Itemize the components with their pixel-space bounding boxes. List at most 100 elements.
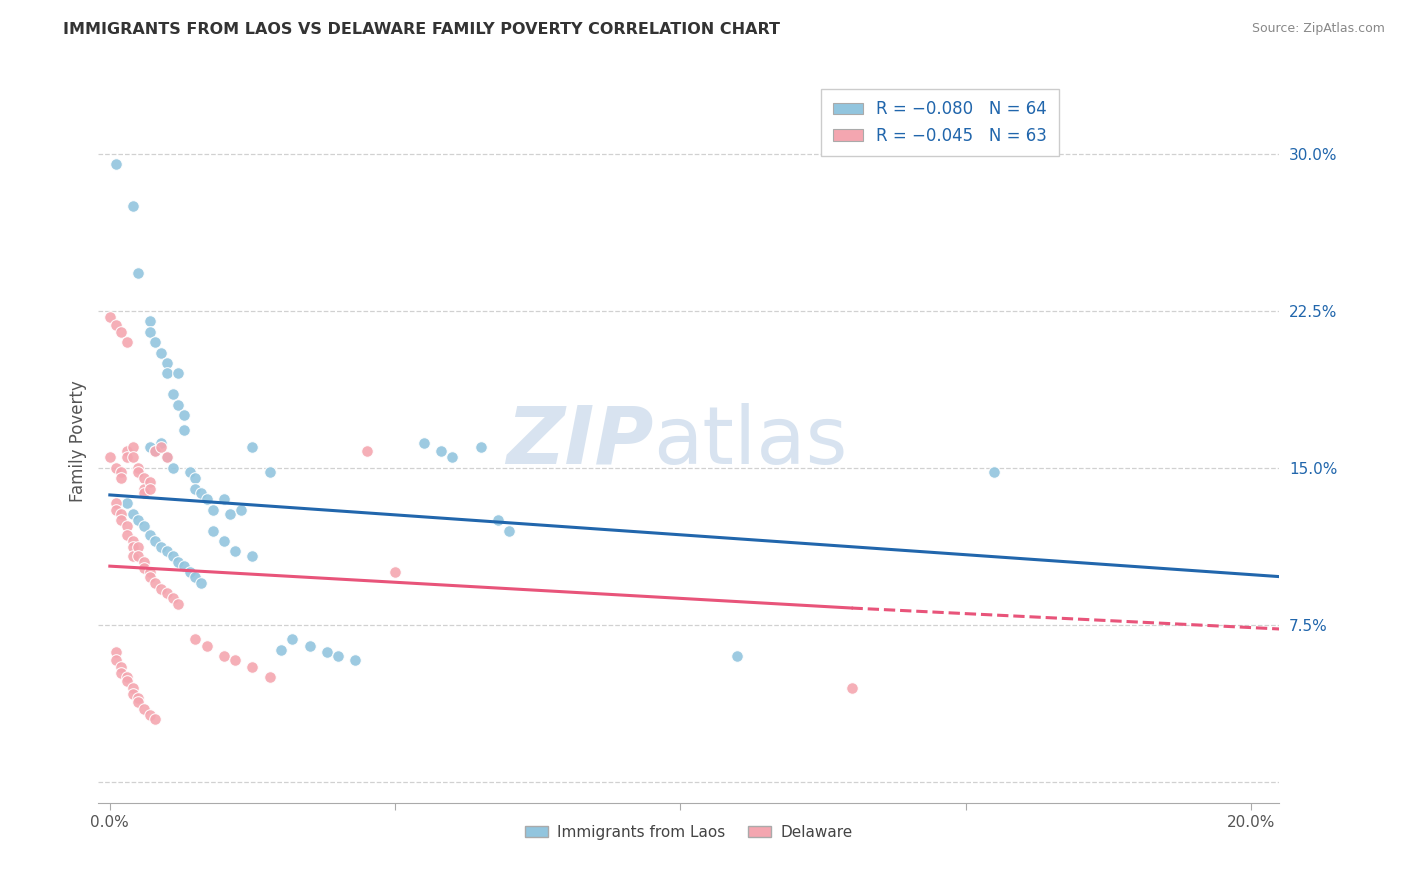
Point (127, 513, 149, 527)
Point (145, 444, 167, 458)
Point (841, 681, 863, 695)
Point (179, 465, 201, 479)
Point (315, 645, 337, 659)
Point (156, 450, 179, 465)
Point (127, 465, 149, 479)
Point (139, 707, 162, 722)
Point (326, 649, 349, 664)
Point (486, 513, 509, 527)
Text: IMMIGRANTS FROM LAOS VS DELAWARE FAMILY POVERTY CORRELATION CHART: IMMIGRANTS FROM LAOS VS DELAWARE FAMILY … (63, 22, 780, 37)
Point (156, 544, 179, 558)
Point (121, 681, 143, 695)
Point (218, 507, 240, 521)
Point (104, 157, 127, 171)
Point (104, 645, 127, 659)
Point (242, 440, 264, 454)
Point (224, 653, 246, 667)
Point (725, 649, 748, 664)
Point (139, 482, 162, 496)
Point (139, 569, 162, 583)
Point (98, 450, 121, 465)
Point (145, 575, 167, 590)
Point (195, 639, 218, 653)
Point (212, 649, 235, 664)
Point (173, 423, 195, 437)
Point (167, 398, 190, 412)
Point (145, 712, 167, 726)
Point (983, 465, 1005, 479)
Point (429, 444, 451, 458)
Point (162, 549, 184, 563)
Point (195, 492, 218, 507)
Point (121, 440, 143, 454)
Point (115, 519, 138, 533)
Point (110, 659, 132, 673)
Point (212, 534, 235, 549)
Point (121, 549, 143, 563)
Point (127, 695, 149, 709)
Point (110, 513, 132, 527)
Point (150, 345, 173, 359)
Point (259, 465, 281, 479)
Point (298, 639, 321, 653)
Point (139, 475, 162, 490)
Point (132, 519, 155, 533)
Point (132, 486, 155, 500)
Point (110, 665, 132, 680)
Point (121, 541, 143, 555)
Point (145, 334, 167, 349)
Point (229, 502, 252, 516)
Point (121, 687, 143, 701)
Point (132, 555, 155, 569)
Point (470, 440, 492, 454)
Point (150, 435, 173, 450)
Point (259, 670, 281, 684)
Point (115, 670, 138, 684)
Point (110, 465, 132, 479)
Point (115, 450, 138, 465)
Point (190, 486, 212, 500)
Point (173, 409, 195, 423)
Point (441, 450, 464, 465)
Point (242, 659, 264, 673)
Point (104, 502, 127, 516)
Point (162, 460, 184, 475)
Point (173, 559, 195, 574)
Point (132, 701, 155, 715)
Point (132, 471, 155, 485)
Point (156, 356, 179, 370)
Point (190, 575, 212, 590)
Text: atlas: atlas (654, 402, 848, 481)
Point (121, 450, 143, 465)
Point (184, 471, 207, 485)
Point (242, 549, 264, 563)
Point (110, 507, 132, 521)
Point (121, 534, 143, 549)
Point (139, 440, 162, 454)
Point (104, 460, 127, 475)
Point (184, 482, 207, 496)
Point (201, 502, 224, 516)
Y-axis label: Family Poverty: Family Poverty (69, 381, 87, 502)
Point (139, 566, 162, 580)
Point (139, 314, 162, 328)
Point (150, 440, 173, 454)
Point (179, 566, 201, 580)
Point (115, 674, 138, 689)
Point (110, 325, 132, 339)
Point (201, 524, 224, 538)
Point (150, 582, 173, 597)
Point (184, 632, 207, 647)
Point (104, 653, 127, 667)
Point (127, 691, 149, 706)
Point (156, 367, 179, 381)
Point (224, 544, 246, 558)
Point (184, 569, 207, 583)
Point (132, 482, 155, 496)
Point (156, 586, 179, 600)
Point (127, 541, 149, 555)
Point (212, 492, 235, 507)
Point (167, 367, 190, 381)
Point (167, 555, 190, 569)
Point (167, 597, 190, 611)
